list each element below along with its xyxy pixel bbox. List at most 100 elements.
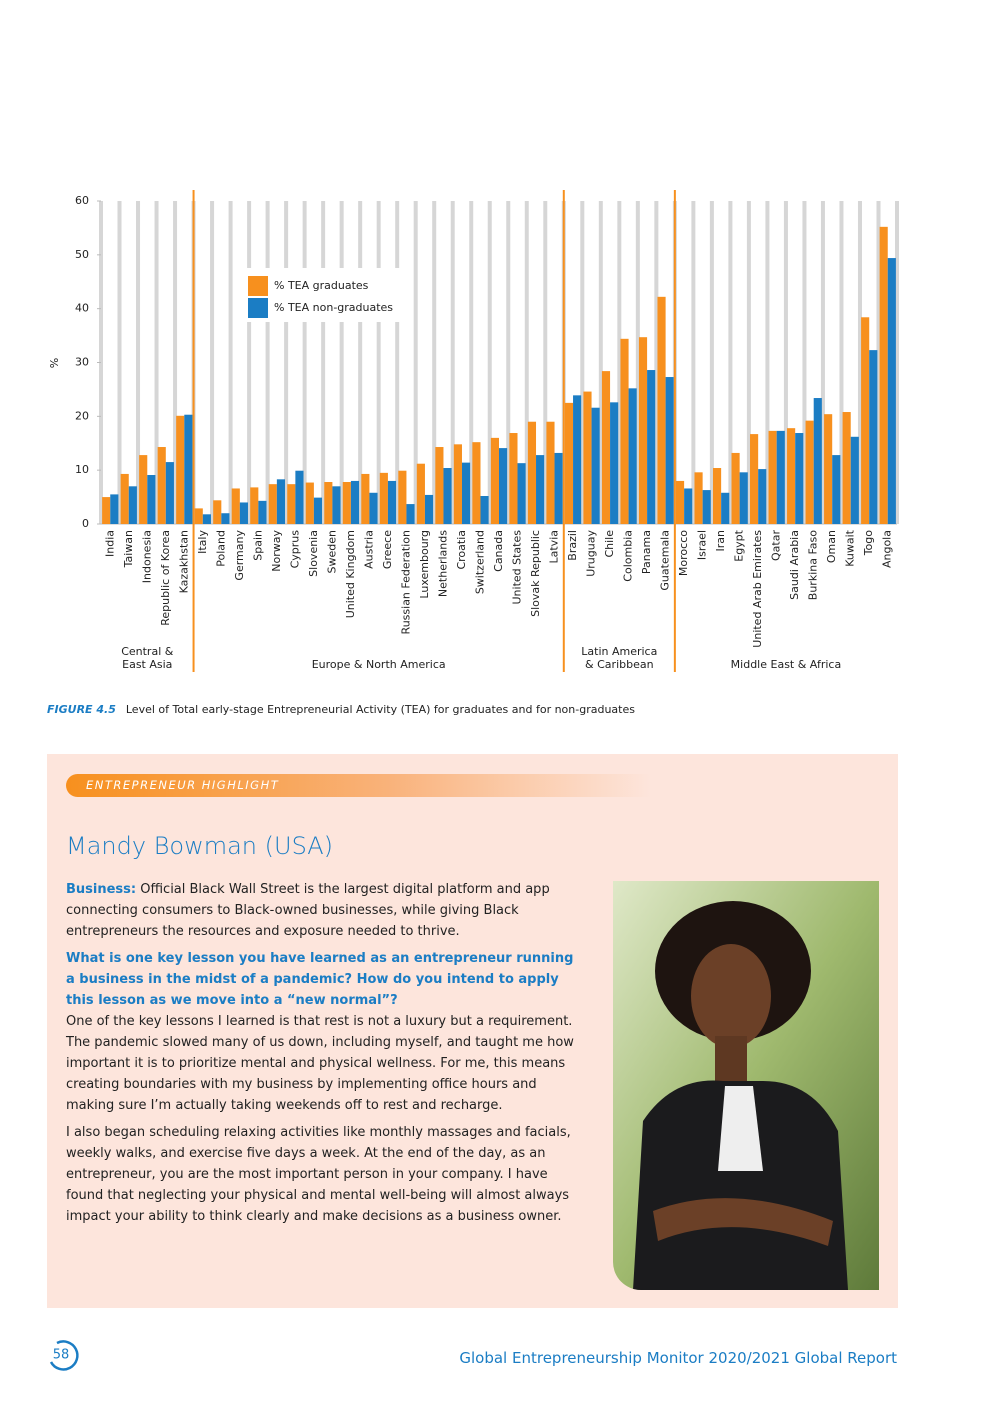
x-tick-label: Qatar [770,530,783,561]
business: Business: Official Black Wall Street is … [66,879,586,942]
x-tick-label: Slovenia [307,530,320,577]
x-tick-label: India [103,530,116,557]
x-tick-label: Chile [603,530,616,558]
x-tick-label: United States [511,530,524,605]
bar [239,502,248,524]
business-text: Official Black Wall Street is the larges… [66,882,550,939]
bar [231,488,240,524]
bar [480,496,489,524]
x-tick-label: Latvia [548,530,561,564]
column-line [895,201,899,524]
page-number: 58 [53,1348,70,1363]
bar [332,486,341,524]
bar [869,350,878,524]
bar [620,338,629,524]
group-label: Latin America [581,645,657,658]
x-tick-label: Burkina Faso [807,530,820,600]
bar [758,469,767,524]
highlight-tag: ENTREPRENEUR HIGHLIGHT [66,774,651,797]
legend-box [240,268,410,322]
bar [287,484,296,524]
bar [832,455,841,524]
bar [842,412,851,524]
x-tick-label: Panama [640,530,653,574]
bar [157,447,166,524]
bar [139,455,148,524]
legend-label: % TEA non-graduates [274,301,393,314]
y-tick-label: 20 [75,409,89,422]
x-tick-label: United Kingdom [344,530,357,618]
bar [213,500,222,524]
bar [369,492,378,524]
bar [647,370,656,524]
group-label: Central & [121,645,174,658]
y-tick-label: 30 [75,356,89,369]
bar [546,421,555,524]
bar [128,486,137,524]
bar [776,430,785,524]
x-tick-label: Sweden [325,530,338,573]
x-tick-label: Morocco [677,530,690,576]
x-tick-label: Norway [270,530,283,572]
answer: I also began scheduling relaxing activit… [66,1125,571,1224]
group-label: & Caribbean [585,658,654,671]
x-tick-label: Kazakhstan [177,530,190,593]
column-line [635,201,640,524]
bar [721,492,730,524]
x-tick-label: Guatemala [659,530,672,591]
column-line [580,201,585,524]
bar [564,402,574,524]
column-line [765,201,770,524]
bar [684,488,693,524]
y-axis-label: % [48,358,61,368]
bar [499,448,508,524]
bar [176,415,185,524]
legend-swatch [248,276,268,296]
bar [194,508,203,524]
x-tick-label: Taiwan [122,530,135,568]
column-line [247,201,252,524]
highlight-text: Business: Official Black Wall Street is … [66,879,586,1233]
x-tick-label: Netherlands [436,530,449,597]
column-line [839,201,844,524]
column-line [820,201,825,524]
column-line [136,201,141,524]
bar [509,433,518,524]
column-line [339,201,344,524]
x-tick-label: Israel [696,530,709,560]
group-label: East Asia [122,658,172,671]
x-tick-label: Spain [251,530,264,561]
report-title: Global Entrepreneurship Monitor 2020/202… [459,1349,897,1367]
y-tick-label: 50 [75,248,89,261]
bar [665,377,674,524]
bar [850,436,859,524]
bar [110,494,119,524]
x-tick-label: Colombia [622,530,635,582]
bar [276,479,286,524]
bar [379,472,388,524]
bar [787,428,796,524]
x-tick-label: Iran [714,530,727,552]
y-tick-label: 0 [82,517,89,530]
y-tick-label: 10 [75,463,89,476]
x-tick-label: Angola [881,530,894,568]
x-tick-label: Canada [492,530,505,572]
bar [628,388,637,524]
bar [184,414,193,524]
bar [342,482,351,524]
column-line [321,201,326,524]
x-tick-label: Poland [214,530,227,567]
bar [591,407,600,524]
x-tick-label: Germany [233,530,246,581]
bar [258,500,267,524]
bar [694,472,703,524]
column-line [413,201,418,524]
bar [573,395,582,524]
x-tick-label: Saudi Arabia [788,530,801,600]
column-line [284,201,289,524]
bar [472,442,481,524]
bar [813,398,822,524]
column-line [728,201,733,524]
bar [795,433,804,524]
bar [490,437,499,524]
